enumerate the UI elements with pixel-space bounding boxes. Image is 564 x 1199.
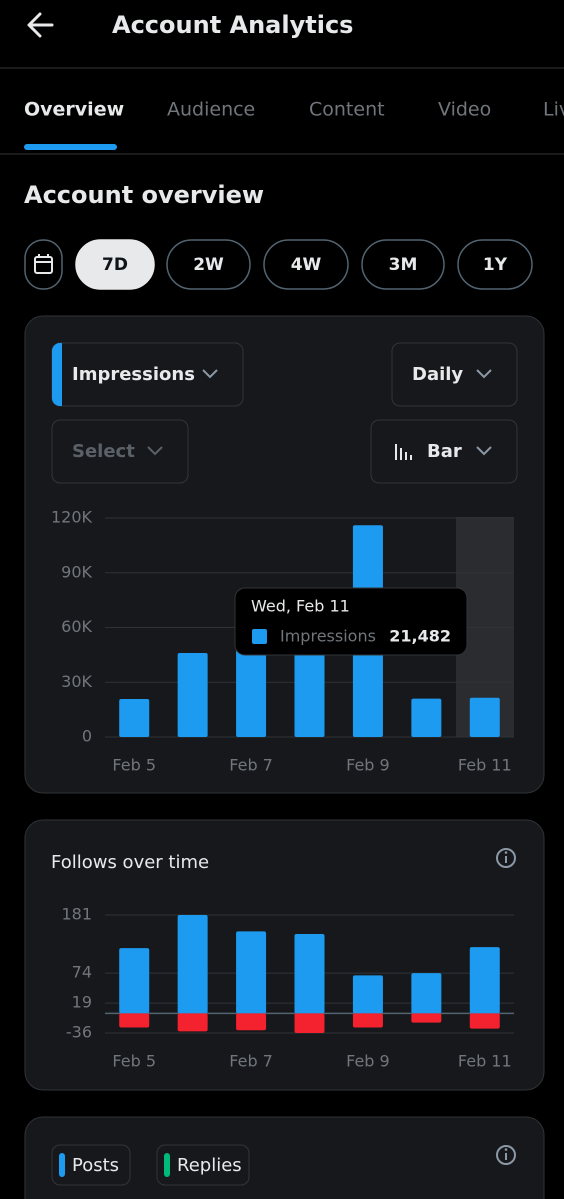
range-label: 1Y — [483, 255, 508, 275]
bar-segment — [236, 1013, 267, 1031]
y-tick-label: -36 — [66, 1023, 92, 1042]
y-tick-label: 74 — [72, 963, 92, 982]
bar-segment — [469, 947, 500, 1014]
chip[interactable]: Replies — [156, 1144, 250, 1186]
tooltip: Wed, Feb 11 Impressions 21,482 — [234, 587, 468, 656]
range-label: 4W — [291, 255, 322, 275]
y-tick-label: 0 — [82, 727, 92, 746]
tab[interactable]: Audience — [167, 99, 255, 121]
tooltip-value: 21,482 — [389, 627, 451, 646]
page-title: Account Analytics — [112, 11, 353, 39]
tooltip-swatch — [252, 629, 267, 644]
dropdown-label: Bar — [427, 441, 462, 462]
x-tick-label: Feb 7 — [229, 756, 273, 775]
chip[interactable]: Posts — [51, 1144, 131, 1186]
tooltip-layer: Wed, Feb 11 Impressions 21,482 — [234, 587, 468, 656]
range-pill — [166, 239, 251, 290]
bar-segment — [352, 975, 383, 1014]
dropdown-label: Impressions — [72, 364, 195, 385]
tab[interactable]: Content — [309, 99, 385, 121]
range-button[interactable]: 4W — [263, 239, 349, 290]
range-button[interactable]: 2W — [166, 239, 251, 290]
range-button[interactable]: 7D — [75, 239, 155, 290]
bar-segment — [177, 915, 208, 1014]
y-tick-label: 19 — [72, 993, 92, 1012]
info-icon[interactable] — [496, 1145, 516, 1165]
chart-kind-dropdown[interactable]: Bar — [370, 419, 518, 484]
tooltip-box — [234, 587, 468, 656]
metric-dropdown[interactable]: Impressions — [51, 342, 244, 407]
bar — [294, 651, 325, 737]
bar-segment — [411, 973, 442, 1014]
tooltip-series: Impressions — [280, 627, 376, 646]
tab[interactable]: Live — [543, 99, 564, 121]
x-tick-label: Feb 5 — [112, 756, 156, 775]
x-tick-label: Feb 9 — [346, 1052, 390, 1071]
card — [24, 1116, 545, 1199]
bar — [236, 649, 267, 737]
tab[interactable]: Video — [438, 99, 491, 121]
dropdown-label: Select — [72, 441, 135, 462]
range-label: 3M — [389, 255, 418, 275]
card-title: Follows over time — [51, 852, 209, 873]
y-tick-label: 90K — [61, 562, 92, 581]
bar-segment — [177, 1013, 208, 1032]
bar-segment — [352, 1013, 383, 1028]
range-pill — [75, 239, 155, 290]
bar-segment — [469, 1013, 500, 1029]
range-group: 7D 2W 4W 3M 1Y — [75, 239, 533, 290]
bar-segment — [411, 1013, 442, 1023]
bar — [411, 698, 442, 737]
bar-segment — [119, 1013, 150, 1028]
bar-segment — [294, 1013, 325, 1033]
back-button[interactable] — [27, 12, 54, 38]
x-tick-label: Feb 9 — [346, 756, 390, 775]
y-tick-label: 181 — [61, 905, 92, 924]
tooltip-title: Wed, Feb 11 — [251, 597, 350, 616]
dropdown-label: Daily — [412, 364, 463, 385]
tab-indicator — [24, 144, 117, 150]
x-tick-label: Feb 5 — [112, 1052, 156, 1071]
x-tick-label: Feb 7 — [229, 1052, 273, 1071]
bar-segment — [119, 948, 150, 1014]
bar — [177, 653, 208, 737]
tab[interactable]: Overview — [24, 99, 124, 121]
bar — [469, 697, 500, 737]
bar-segment — [236, 931, 267, 1014]
y-tick-label: 30K — [61, 672, 92, 691]
bar-segment — [294, 934, 325, 1014]
x-tick-label: Feb 11 — [458, 1052, 512, 1071]
section-title: Account overview — [24, 181, 264, 209]
info-icon[interactable] — [496, 848, 516, 868]
chip-label: Replies — [177, 1155, 242, 1176]
compare-dropdown[interactable]: Select — [51, 419, 189, 484]
y-tick-label: 60K — [61, 617, 92, 636]
y-tick-label: 120K — [51, 508, 93, 527]
bar — [119, 699, 150, 737]
range-pill — [457, 239, 533, 290]
range-label: 2W — [193, 255, 224, 275]
x-tick-label: Feb 11 — [458, 756, 512, 775]
range-pill — [361, 239, 445, 290]
range-button[interactable]: 3M — [361, 239, 445, 290]
range-button[interactable]: 1Y — [457, 239, 533, 290]
calendar-button[interactable] — [24, 239, 63, 290]
interval-dropdown[interactable]: Daily — [391, 342, 518, 407]
follows-chart: -36 19 74 181 Feb 5 Feb 7 Feb 9 Feb 11 — [61, 905, 514, 1071]
range-pill — [263, 239, 349, 290]
range-label: 7D — [102, 255, 128, 275]
chip-label: Posts — [72, 1155, 119, 1176]
